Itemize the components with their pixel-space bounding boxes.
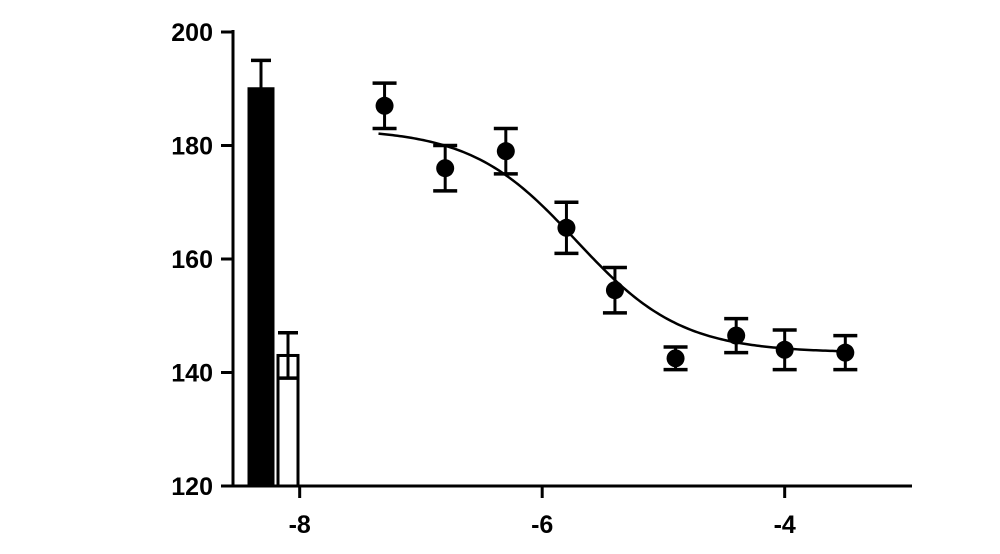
x-tick-label: -4: [774, 511, 796, 539]
bars: [247, 58, 300, 488]
tick-labels: 120 140 160 180 200 -8 -6 -4: [171, 19, 796, 539]
data-point: [496, 142, 515, 161]
axes: [221, 30, 912, 498]
data-point: [666, 349, 685, 368]
x-tick-label: -6: [531, 511, 553, 539]
data-point: [605, 281, 624, 300]
y-tick-label: 160: [171, 246, 213, 274]
data-point: [436, 159, 455, 178]
data-point: [836, 343, 855, 362]
y-tick-label: 140: [171, 360, 213, 388]
bar: [247, 87, 275, 488]
data-point: [775, 340, 794, 359]
y-tick-label: 180: [171, 133, 213, 161]
x-tick-label: -8: [289, 511, 311, 539]
data-point: [727, 326, 746, 345]
data-point: [557, 218, 576, 237]
y-tick-label: 200: [171, 19, 213, 47]
data-points: [372, 81, 858, 372]
y-tick-label: 120: [171, 473, 213, 501]
data-point: [375, 96, 394, 115]
